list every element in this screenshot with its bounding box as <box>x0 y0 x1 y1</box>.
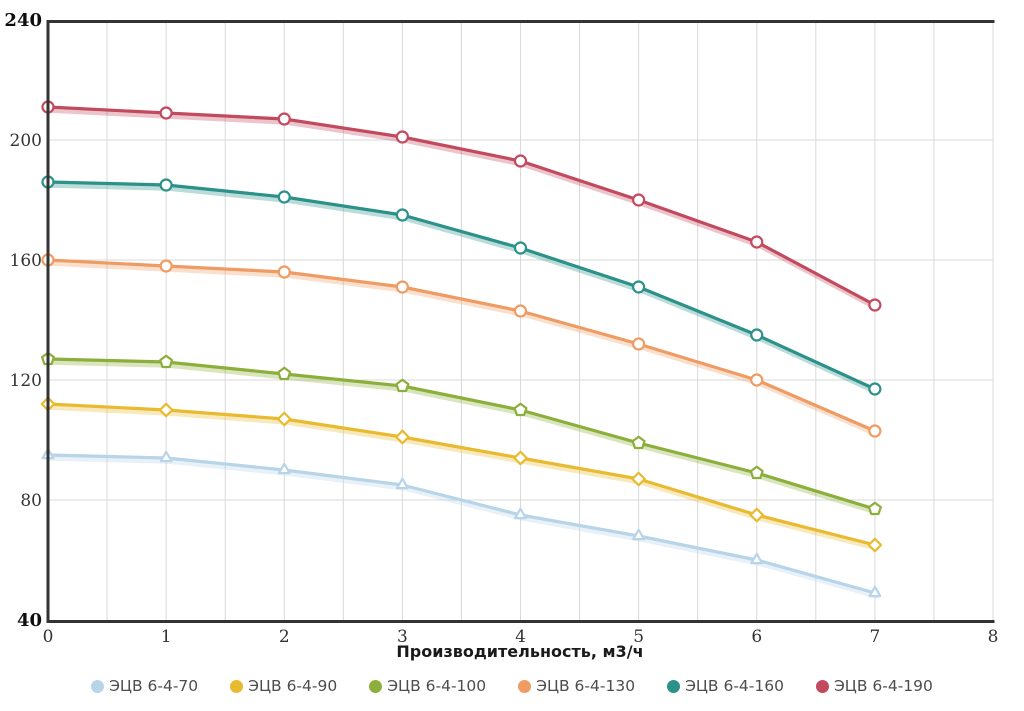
legend-color-dot <box>518 679 532 693</box>
legend-item[interactable]: ЭЦВ 6-4-160 <box>667 677 784 695</box>
data-point-marker <box>632 193 646 207</box>
data-point-marker <box>631 471 646 487</box>
y-tick-label: 40 <box>17 610 42 631</box>
legend-label: ЭЦВ 6-4-70 <box>109 677 199 695</box>
axis-tick-labels: 40 80 120 160 200 240 0 1 2 3 4 5 6 7 8 <box>4 10 998 647</box>
plot-grid <box>47 20 994 620</box>
data-point-marker <box>513 304 528 318</box>
y-tick-label: 240 <box>4 10 42 31</box>
legend-color-dot <box>667 679 681 693</box>
series-shadow <box>47 456 880 599</box>
data-point-marker <box>868 585 882 598</box>
series-line <box>46 180 877 391</box>
x-tick-label: 2 <box>279 627 290 647</box>
data-point-marker <box>750 373 764 387</box>
legend-label: ЭЦВ 6-4-90 <box>248 677 338 695</box>
data-point-marker <box>750 552 764 565</box>
series-shadow <box>47 261 880 437</box>
data-point-marker <box>277 265 291 279</box>
legend-label: ЭЦВ 6-4-130 <box>536 677 636 695</box>
data-point-marker <box>632 280 646 294</box>
x-axis-title: Производительность, м3/ч <box>396 642 643 661</box>
data-point-marker <box>277 366 292 381</box>
legend-color-dot <box>230 679 244 693</box>
data-point-marker <box>632 337 646 351</box>
y-tick-label: 80 <box>20 491 42 511</box>
data-point-marker <box>513 402 528 417</box>
legend-item[interactable]: ЭЦВ 6-4-190 <box>815 677 933 695</box>
data-point-marker <box>867 501 882 516</box>
legend-item[interactable]: ЭЦВ 6-4-130 <box>518 677 635 695</box>
data-point-marker <box>868 424 882 438</box>
data-point-marker <box>158 402 174 418</box>
legend-item[interactable]: ЭЦВ 6-4-90 <box>230 677 337 695</box>
data-point-marker <box>277 411 292 427</box>
x-tick-label: 8 <box>988 627 999 647</box>
axes <box>46 20 995 623</box>
series-shadow <box>47 183 880 395</box>
series-line <box>46 258 877 433</box>
series-line <box>46 402 877 547</box>
data-point-marker <box>159 450 173 463</box>
legend-color-dot <box>369 679 383 693</box>
data-point-marker <box>749 465 764 480</box>
x-tick-label: 5 <box>633 627 644 647</box>
series-shadow <box>47 360 880 515</box>
x-tick-label: 4 <box>515 627 526 647</box>
series-line <box>46 105 877 307</box>
data-point-marker <box>159 178 173 192</box>
legend-label: ЭЦВ 6-4-160 <box>685 677 784 695</box>
series-shadow <box>47 405 880 551</box>
legend-item[interactable]: ЭЦВ 6-4-70 <box>91 677 198 695</box>
series-line <box>46 357 877 511</box>
data-point-marker <box>395 280 409 294</box>
data-point-marker <box>159 259 173 273</box>
data-point-marker <box>395 429 410 445</box>
y-tick-label: 160 <box>10 251 42 271</box>
data-point-marker <box>868 382 882 396</box>
legend-label: ЭЦВ 6-4-100 <box>387 677 487 695</box>
data-point-marker <box>632 528 646 541</box>
x-tick-label: 6 <box>751 627 762 647</box>
x-tick-label: 3 <box>397 627 408 647</box>
chart-canvas: 40 80 120 160 200 240 0 1 2 3 4 5 6 7 8 Производительн… <box>4 10 998 661</box>
x-tick-label: 0 <box>43 627 54 647</box>
data-point-marker <box>631 435 646 450</box>
legend-item[interactable]: ЭЦВ 6-4-100 <box>369 677 486 695</box>
data-point-marker <box>513 450 528 466</box>
chart-legend: ЭЦВ 6-4-70 ЭЦВ 6-4-90 ЭЦВ 6-4-100 ЭЦВ 6-4-1… <box>0 677 1024 695</box>
data-point-marker <box>750 328 764 342</box>
data-point-marker <box>513 154 528 168</box>
legend-color-dot <box>91 679 105 693</box>
data-point-marker <box>277 462 291 475</box>
legend-color-dot <box>815 679 829 693</box>
data-point-marker <box>277 112 291 126</box>
data-point-marker <box>159 106 173 120</box>
data-point-marker <box>749 507 765 523</box>
series-shadow <box>47 108 880 311</box>
data-point-marker <box>868 298 882 312</box>
series-line <box>46 453 877 595</box>
x-tick-label: 1 <box>161 627 172 647</box>
data-point-marker <box>395 208 409 222</box>
data-point-marker <box>750 235 764 249</box>
data-point-marker <box>395 378 410 393</box>
data-point-marker <box>395 130 409 144</box>
data-point-marker <box>513 241 528 255</box>
x-tick-label: 7 <box>869 627 880 647</box>
y-tick-label: 120 <box>10 371 42 391</box>
legend-label: ЭЦВ 6-4-190 <box>833 677 933 695</box>
data-point-marker <box>159 354 174 369</box>
data-point-marker <box>395 477 409 490</box>
data-point-marker <box>867 537 883 553</box>
data-point-marker <box>513 507 528 520</box>
data-point-marker <box>277 190 291 204</box>
y-tick-label: 200 <box>10 131 42 151</box>
